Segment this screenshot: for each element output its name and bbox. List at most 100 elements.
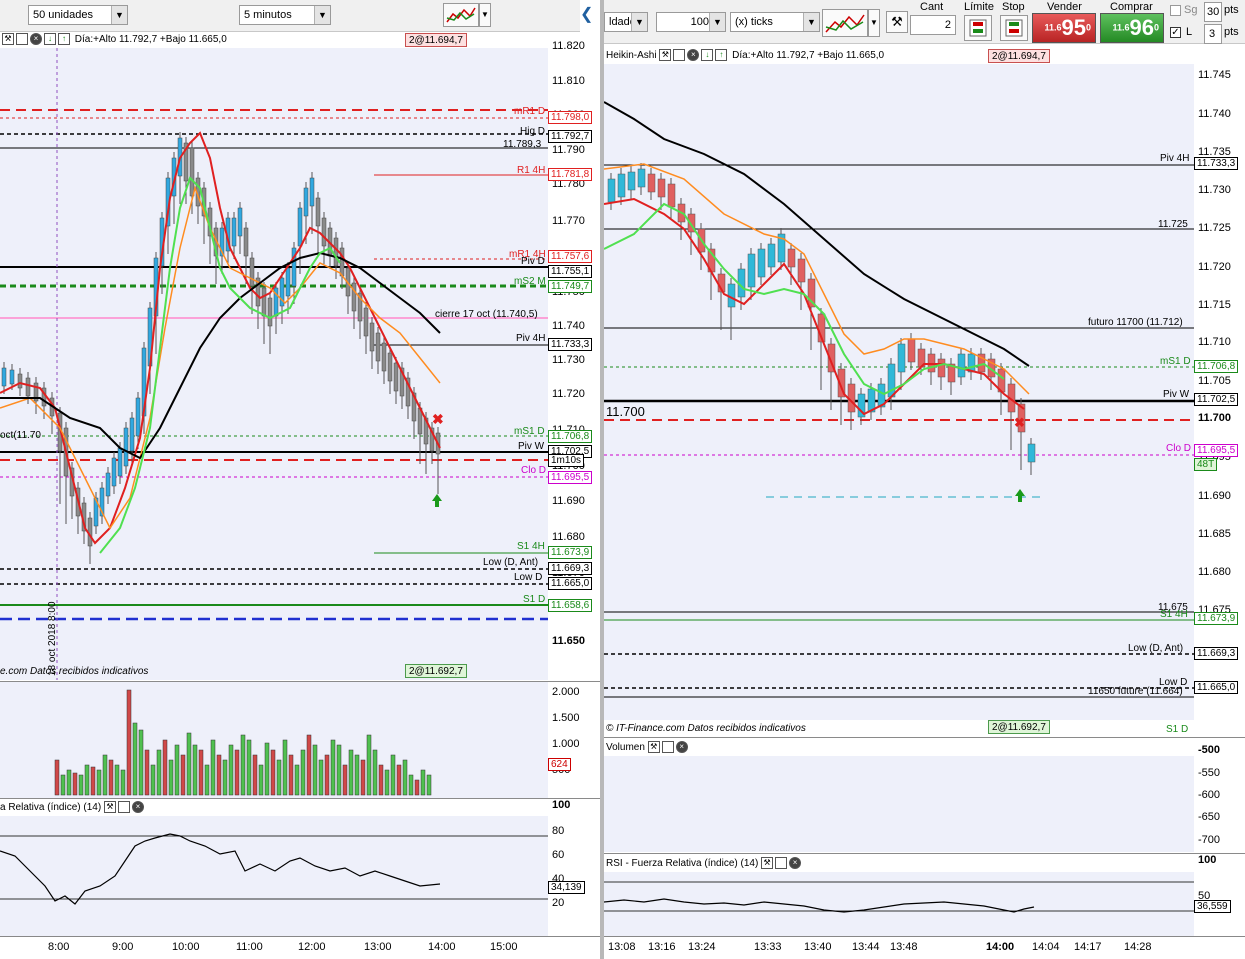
wrench-icon[interactable]: ⚒: [659, 49, 672, 62]
sg-checkbox[interactable]: [1170, 5, 1181, 16]
candle: [279, 277, 285, 307]
right-volume-chart[interactable]: [604, 756, 1194, 852]
stop-button[interactable]: [1000, 15, 1028, 41]
qty-input[interactable]: 100 ▼: [656, 12, 726, 32]
candle: [297, 207, 303, 247]
left-order-badge-bottom[interactable]: 2@11.692,7: [405, 664, 467, 678]
close-icon[interactable]: ×: [131, 801, 144, 814]
volume-bar: [270, 749, 276, 796]
timeframe-select[interactable]: 5 minutos ▼: [239, 5, 331, 25]
volume-bar: [264, 742, 270, 796]
price-level-label: Piv D: [521, 256, 545, 267]
left-range-text: Día:+Alto 11.792,7 +Bajo 11.665,0: [74, 34, 227, 45]
left-rsi-chart[interactable]: [0, 816, 548, 936]
right-chart-indicators-dropdown[interactable]: ▼: [868, 9, 880, 37]
candle: [637, 168, 646, 188]
units-select[interactable]: 50 unidades ▼: [28, 5, 128, 25]
price-level-label: mS1 D: [514, 426, 545, 437]
buy-button[interactable]: 11.6960: [1100, 13, 1164, 43]
rsi-line: [0, 833, 441, 905]
right-order-badge-bottom[interactable]: 2@11.692,7: [988, 720, 1050, 734]
price-level-tag: 11.669,3: [1194, 647, 1239, 660]
chart-indicators-button[interactable]: [443, 3, 479, 27]
left-toolbar: 50 unidades ▼ 5 minutos ▼ ▼ ❮: [0, 0, 593, 32]
candle: [787, 248, 796, 268]
price-axis-label: 11.730: [1198, 184, 1231, 196]
volume-bar: [378, 764, 384, 796]
candle: [947, 363, 956, 383]
sell-button[interactable]: 11.6950: [1032, 13, 1096, 43]
window-icon[interactable]: [16, 33, 28, 46]
chevron-down-icon: ▼: [314, 6, 330, 24]
cant-input[interactable]: 2: [910, 15, 956, 35]
right-order-badge-top[interactable]: 2@11.694,7: [988, 49, 1050, 63]
right-time-axis: 13:08 13:16 13:24 13:33 13:40 13:44 13:48 14:00…: [604, 936, 1245, 959]
time-axis-label: 15:00: [490, 941, 518, 953]
window-icon[interactable]: [661, 741, 674, 754]
close-icon[interactable]: ×: [789, 857, 802, 870]
right-rsi-chart[interactable]: [604, 872, 1194, 936]
price-level-label: 11.675: [1158, 602, 1188, 613]
volume-bar: [108, 759, 114, 796]
candle: [1017, 403, 1026, 433]
time-axis-label: 13:33: [754, 941, 782, 953]
left-scroll-arrow[interactable]: ❮: [580, 6, 594, 23]
sg-input[interactable]: 30: [1204, 2, 1222, 22]
limite-button[interactable]: [964, 15, 992, 41]
candle: [381, 342, 387, 372]
right-units-select[interactable]: ldades ▼: [604, 12, 648, 32]
price-level-label: Piv 4H: [1160, 153, 1189, 164]
price-level-tag: 11.706,8: [548, 430, 593, 443]
price-level-tag: 11.665,0: [1194, 681, 1239, 694]
candle: [369, 322, 375, 352]
wrench-icon[interactable]: ⚒: [761, 857, 774, 870]
right-price-chart[interactable]: Piv 4H 11.725 futuro 11700 (11.712) mS1 D Pi…: [604, 64, 1194, 720]
candle: [867, 388, 876, 413]
price-level-label: cierre 17 oct (11.740,5): [435, 309, 538, 320]
price-level-label: 11.725: [1158, 219, 1188, 230]
close-icon[interactable]: ×: [687, 49, 700, 62]
price-axis-label: 11.780: [552, 178, 585, 190]
left-price-chart[interactable]: mR1 D Hig D 11.789,3 R1 4H mR1 4H Piv D mS2 M c…: [0, 48, 548, 680]
candle: [261, 287, 267, 317]
volume-bar: [192, 744, 198, 796]
window-icon[interactable]: [117, 801, 130, 814]
panel-splitter[interactable]: [600, 0, 604, 959]
price-level-tag: 11.706,8: [1194, 360, 1239, 373]
window-icon[interactable]: [673, 49, 686, 62]
price-axis-label: 11.730: [552, 354, 585, 366]
candle: [607, 178, 616, 203]
ticks-select[interactable]: (x) ticks ▼: [730, 12, 820, 32]
settings-button[interactable]: ⚒: [886, 11, 908, 33]
wrench-icon[interactable]: ⚒: [647, 741, 660, 754]
l-input[interactable]: 3: [1204, 24, 1222, 44]
left-volume-chart[interactable]: [0, 682, 548, 798]
l-checkbox[interactable]: ✓: [1170, 27, 1181, 38]
arrow-down-icon[interactable]: ↓: [701, 49, 714, 62]
volume-bar: [132, 722, 138, 796]
chart-indicators-dropdown[interactable]: ▼: [479, 3, 491, 27]
right-s1d-footer-label: S1 D: [1166, 724, 1189, 735]
close-icon[interactable]: ×: [30, 33, 42, 46]
volume-bar: [348, 749, 354, 796]
candle: [249, 257, 255, 287]
wrench-icon[interactable]: ⚒: [2, 33, 14, 46]
volume-bar: [282, 739, 288, 796]
sg-value: 30: [1207, 6, 1220, 18]
arrow-up-icon[interactable]: ↑: [58, 33, 70, 46]
volume-bar: [390, 754, 396, 796]
rsi-tag: 36,559: [1194, 900, 1231, 913]
candle: [857, 393, 866, 418]
close-icon[interactable]: ×: [675, 741, 688, 754]
candle: [315, 197, 321, 227]
window-icon[interactable]: [775, 857, 788, 870]
time-axis-label: 14:00: [428, 941, 456, 953]
arrow-down-icon[interactable]: ↓: [44, 33, 56, 46]
candle: [93, 497, 99, 527]
arrow-up-icon[interactable]: ↑: [715, 49, 728, 62]
wrench-icon[interactable]: ⚒: [103, 801, 116, 814]
right-chart-indicators-button[interactable]: [822, 9, 868, 37]
left-divider-rsi: [0, 798, 600, 799]
candle: [105, 472, 111, 497]
left-order-badge-top[interactable]: 2@11.694,7: [405, 33, 467, 47]
